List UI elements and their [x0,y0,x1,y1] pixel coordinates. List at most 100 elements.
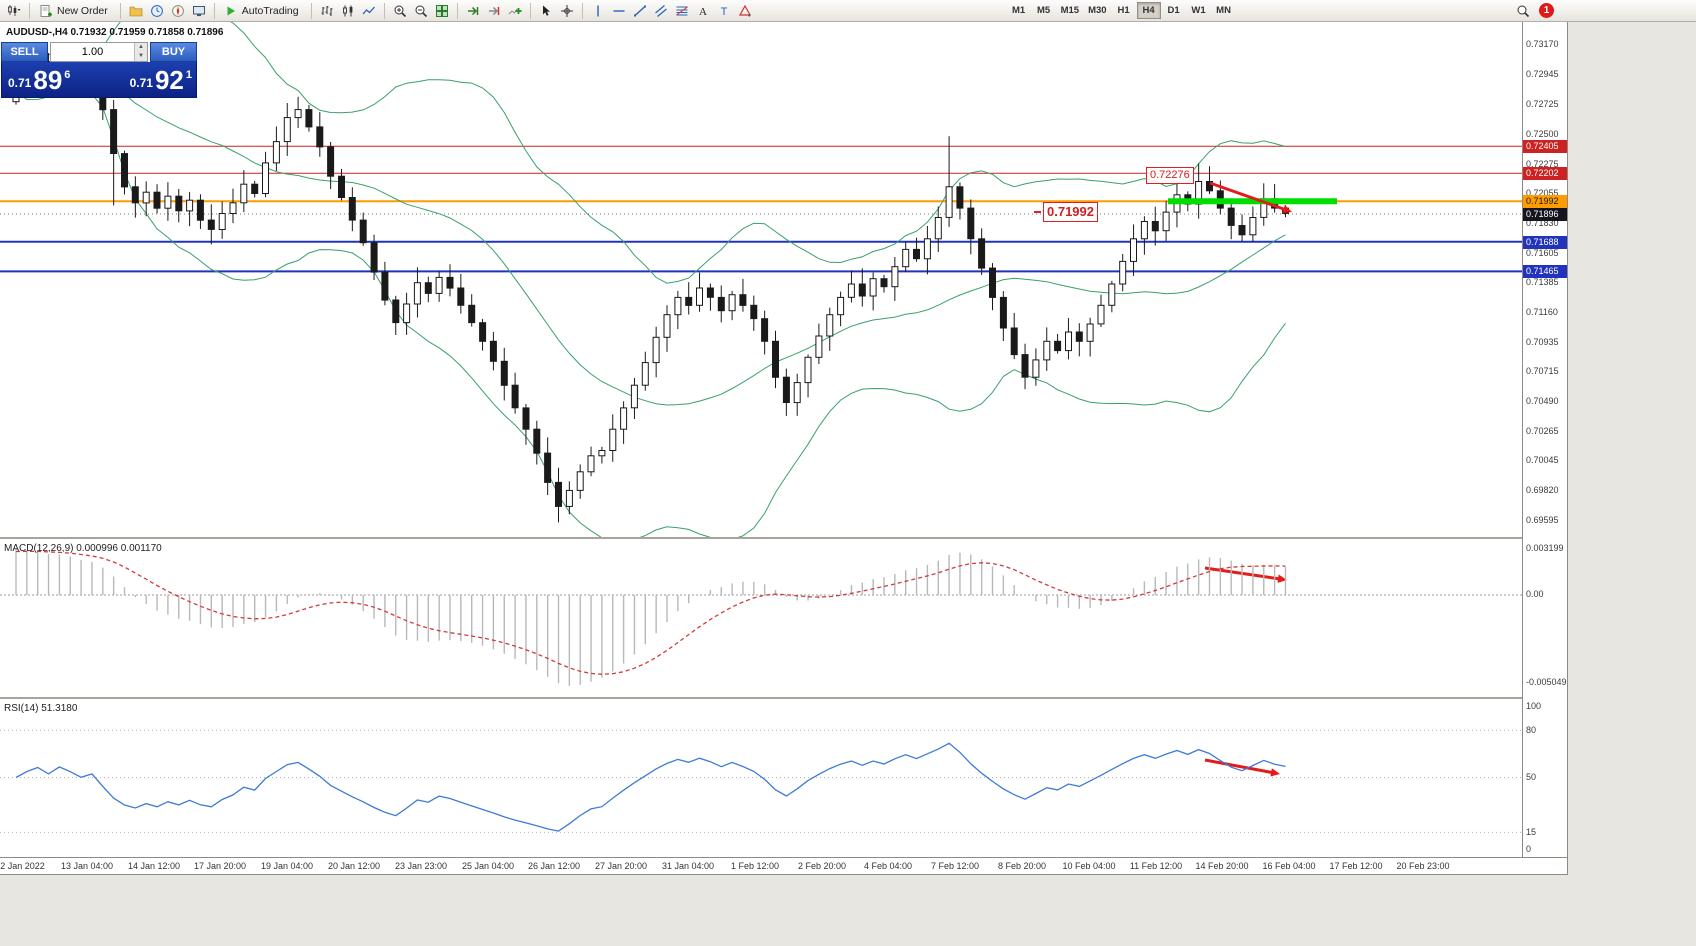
svg-text:T: T [720,6,727,18]
trend-arrow[interactable] [1204,758,1275,775]
volume-field: ▲ ▼ [50,42,148,62]
volume-down-button[interactable]: ▼ [135,52,147,61]
text-icon[interactable]: A [693,1,713,20]
time-axis-label: 12 Jan 2022 [0,861,45,871]
new-chart-icon[interactable] [4,1,24,20]
ask-big-digits: 92 [154,65,184,95]
time-axis-label: 17 Feb 12:00 [1329,861,1383,871]
line-chart-icon[interactable] [359,1,379,20]
main-chart-canvas[interactable] [0,22,1522,537]
time-axis-label: 11 Feb 12:00 [1129,861,1183,871]
macd-panel-canvas[interactable] [0,539,1522,697]
search-icon[interactable] [1513,1,1533,20]
price-axis[interactable]: 0.73170 0.72945 0.72725 0.72500 0.72275 0.720… [1522,22,1567,857]
price-axis-label: 0.71830 [1526,218,1559,228]
notification-badge[interactable]: 1 [1539,3,1554,18]
timeframe-h1[interactable]: H1 [1112,2,1136,19]
toolbar-separator [119,2,121,19]
buy-button[interactable]: BUY [150,42,197,62]
auto-scroll-icon [467,6,478,15]
navigator-icon[interactable] [168,1,188,20]
horizontal-level-lines[interactable] [0,145,1522,273]
time-axis-label: 10 Feb 04:00 [1062,861,1116,871]
timeframe-m1[interactable]: M1 [1007,2,1031,19]
bar-chart-icon [321,5,333,16]
time-axis[interactable]: 12 Jan 2022 13 Jan 04:00 14 Jan 12:00 17 Ja… [0,857,1567,874]
price-callout-0.71992[interactable]: 0.71992 [1034,202,1098,222]
trendline-icon[interactable] [630,1,650,20]
toolbar-separator [213,2,215,19]
toolbar-separator [456,2,458,19]
market-watch-icon[interactable] [147,1,167,20]
shapes-icon[interactable] [735,1,755,20]
arrow-label-icon[interactable]: T [714,1,734,20]
chart-profiles-icon[interactable] [126,1,146,20]
macd-axis-label: -0.005049 [1526,677,1567,687]
tile-windows-icon[interactable] [432,1,452,20]
rsi-axis-label: 50 [1526,772,1537,782]
timeframe-m30[interactable]: M30 [1084,2,1110,19]
time-axis-label: 20 Feb 23:00 [1396,861,1450,871]
new-order-button[interactable]: New Order [35,1,115,20]
rsi-axis-label: 15 [1526,827,1537,837]
text-icon: A [699,6,707,18]
panel-separator[interactable] [0,697,1567,699]
zoom-in-icon [394,5,406,17]
fibonacci-icon[interactable] [672,1,692,20]
volume-up-button[interactable]: ▲ [135,43,147,52]
time-axis-label: 14 Jan 12:00 [127,861,181,871]
zoom-out-icon[interactable] [411,1,431,20]
autotrading-button[interactable]: AutoTrading [220,1,306,20]
sell-button[interactable]: SELL [1,42,48,62]
bid-price[interactable]: 0.71 89 6 [2,62,99,97]
chart-shift-icon[interactable] [484,1,504,20]
indicators-icon[interactable] [505,1,525,20]
price-callout-0.72276[interactable]: 0.72276 [1146,167,1194,184]
zoom-out-icon [415,5,427,17]
ask-price[interactable]: 0.71 92 1 [99,62,196,97]
horizontal-line-icon[interactable] [609,1,629,20]
crosshair-icon [560,4,573,17]
time-axis-label: 31 Jan 04:00 [661,861,715,871]
timeframe-h4[interactable]: H4 [1136,2,1161,19]
price-axis-label: 0.70045 [1526,455,1559,465]
ask-pip-digit: 1 [185,69,192,81]
vertical-line-icon[interactable] [588,1,608,20]
level-price-tag-0.71688: 0.71688 [1523,236,1567,249]
candlestick-chart-icon [342,5,352,16]
panel-separator[interactable] [0,537,1567,539]
volume-input[interactable] [51,43,134,61]
rsi-panel-canvas[interactable] [0,699,1522,857]
zoom-in-icon[interactable] [390,1,410,20]
timeframe-d1[interactable]: D1 [1162,2,1186,19]
bar-chart-icon[interactable] [317,1,337,20]
price-axis-label: 0.71385 [1526,277,1559,287]
time-axis-label: 13 Jan 04:00 [60,861,114,871]
channel-icon[interactable] [651,1,671,20]
time-axis-label: 1 Feb 12:00 [730,861,780,871]
price-axis-label: 0.69820 [1526,485,1559,495]
rsi-axis-label: 100 [1526,701,1542,711]
macd-label: MACD(12,26,9) [4,543,74,554]
price-axis-label: 0.72500 [1526,129,1559,139]
time-axis-label: 25 Jan 04:00 [461,861,515,871]
trend-arrow[interactable] [1209,181,1287,212]
level-price-tag-0.72405: 0.72405 [1523,140,1567,153]
terminal-icon[interactable] [189,1,209,20]
toolbar-separator [29,2,30,19]
volume-spinner: ▲ ▼ [134,43,147,61]
timeframe-m5[interactable]: M5 [1032,2,1056,19]
ask-prefix: 0.71 [129,76,153,90]
timeframe-w1[interactable]: W1 [1187,2,1211,19]
toolbar-separator [383,2,385,19]
candlestick-chart-icon[interactable] [338,1,358,20]
cursor-icon[interactable] [536,1,556,20]
rsi-label: RSI(14) [4,703,39,714]
trend-arrow[interactable] [1204,566,1282,581]
time-axis-label: 14 Feb 20:00 [1195,861,1249,871]
auto-scroll-icon[interactable] [463,1,483,20]
timeframe-mn[interactable]: MN [1212,2,1236,19]
fibonacci-icon [675,6,688,15]
crosshair-icon[interactable] [557,1,577,20]
timeframe-m15[interactable]: M15 [1057,2,1083,19]
